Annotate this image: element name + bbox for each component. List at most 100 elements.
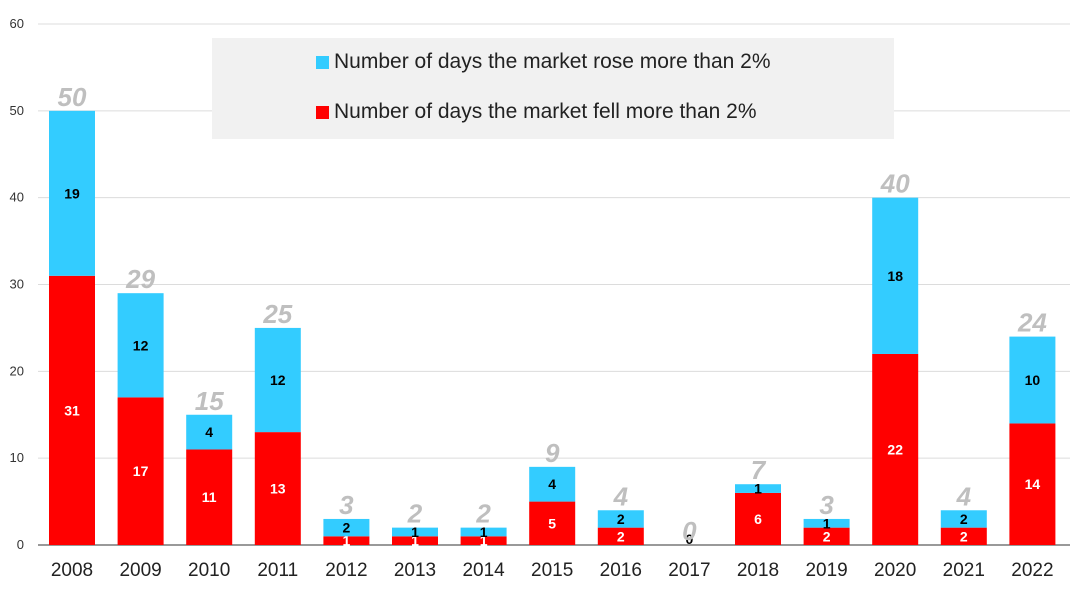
x-tick-label: 2017	[668, 560, 710, 581]
data-label: 2	[617, 511, 625, 527]
x-tick-label: 2013	[394, 560, 436, 581]
bar-segment-rose	[529, 466, 576, 502]
bar-segment-rose	[1009, 336, 1056, 424]
bar-segment-fell	[254, 432, 301, 545]
y-tick-label: 60	[10, 16, 24, 31]
y-tick-label: 0	[17, 537, 24, 552]
bar-segment-rose	[597, 510, 644, 528]
bar-segment-fell	[460, 536, 507, 545]
bar-segment-rose	[117, 293, 164, 398]
total-label: 3	[339, 490, 354, 520]
bar-segment-fell	[186, 449, 233, 545]
total-label: 25	[262, 299, 292, 329]
y-tick-label: 10	[10, 450, 24, 465]
y-tick-label: 30	[10, 277, 24, 292]
x-tick-label: 2021	[943, 560, 985, 581]
bar-segment-fell	[117, 397, 164, 545]
bar-segment-fell	[940, 527, 987, 545]
data-label: 11	[202, 489, 217, 505]
total-label: 2	[475, 499, 491, 529]
bar-segment-fell	[735, 492, 781, 545]
bar-segment-fell	[872, 353, 919, 545]
bar-segment-fell	[803, 527, 850, 545]
bar-segment-fell	[49, 275, 95, 545]
data-label: 2	[960, 528, 968, 544]
legend-item-rose: Number of days the market rose more than…	[316, 50, 771, 74]
data-label: 1	[411, 533, 419, 549]
bar-segment-fell	[529, 501, 576, 545]
total-label: 50	[58, 82, 87, 112]
bar-segment-fell	[392, 536, 438, 545]
data-label: 1	[411, 524, 419, 540]
data-label: 10	[1025, 372, 1041, 388]
legend-item-fell: Number of days the market fell more than…	[316, 100, 757, 124]
data-label: 6	[754, 511, 762, 527]
data-label: 1	[343, 533, 351, 549]
x-tick-label: 2020	[874, 560, 916, 581]
data-label: 0	[686, 531, 694, 547]
x-tick-label: 2014	[462, 560, 505, 581]
total-label: 4	[956, 481, 972, 511]
total-label: 24	[1017, 308, 1047, 338]
data-label: 5	[548, 515, 556, 531]
data-label: 19	[64, 185, 80, 201]
legend-swatch-rose	[316, 55, 329, 69]
data-label: 17	[133, 463, 149, 479]
bar-segment-rose	[186, 414, 233, 450]
total-label: 7	[751, 455, 767, 485]
x-tick-label: 2019	[805, 560, 847, 581]
data-label: 31	[64, 402, 80, 418]
total-label: 29	[125, 264, 155, 294]
total-label: 4	[613, 481, 629, 511]
bar-segment-rose	[49, 110, 95, 276]
total-label: 15	[195, 386, 224, 416]
y-tick-label: 40	[10, 190, 24, 205]
total-label: 0	[682, 516, 697, 546]
x-tick-label: 2009	[119, 560, 161, 581]
y-tick-label: 50	[10, 103, 24, 118]
bar-segment-rose	[940, 510, 987, 528]
bar-segment-rose	[460, 527, 507, 537]
data-label: 12	[270, 372, 286, 388]
legend-swatch-fell	[316, 105, 329, 119]
data-label: 18	[887, 268, 903, 284]
bar-segment-rose	[803, 518, 850, 528]
x-tick-label: 2011	[257, 560, 298, 581]
data-label: 4	[205, 424, 213, 440]
x-tick-label: 2008	[51, 560, 93, 581]
bar-segment-fell	[597, 527, 644, 545]
legend: Number of days the market rose more than…	[212, 38, 894, 139]
x-tick-label: 2010	[188, 560, 230, 581]
bar-segment-fell	[323, 536, 370, 545]
total-label: 9	[545, 438, 560, 468]
total-label: 2	[407, 499, 423, 529]
data-label: 2	[343, 520, 351, 536]
total-label: 3	[819, 490, 834, 520]
x-tick-label: 2012	[325, 560, 367, 581]
data-label: 4	[548, 476, 556, 492]
data-label: 22	[887, 441, 903, 457]
total-label: 40	[880, 169, 910, 199]
bar-segment-rose	[392, 527, 438, 537]
bar-segment-rose	[254, 327, 301, 433]
data-label: 13	[270, 481, 286, 497]
data-label: 12	[133, 337, 149, 353]
y-tick-label: 20	[10, 363, 24, 378]
x-tick-label: 2015	[531, 560, 573, 581]
data-label: 2	[960, 511, 968, 527]
data-label: 1	[480, 524, 488, 540]
x-tick-label: 2018	[737, 560, 779, 581]
x-tick-label: 2022	[1011, 560, 1053, 581]
data-label: 1	[823, 515, 831, 531]
legend-label-fell: Number of days the market fell more than…	[334, 100, 757, 123]
legend-label-rose: Number of days the market rose more than…	[334, 50, 771, 73]
bar-segment-rose	[735, 484, 781, 493]
data-label: 2	[617, 528, 625, 544]
bar-segment-rose	[872, 197, 919, 354]
bar-segment-rose	[323, 518, 370, 537]
bar-segment-fell	[1009, 423, 1056, 545]
data-label: 2	[823, 528, 831, 544]
data-label: 1	[480, 533, 488, 549]
data-label: 14	[1025, 476, 1041, 492]
